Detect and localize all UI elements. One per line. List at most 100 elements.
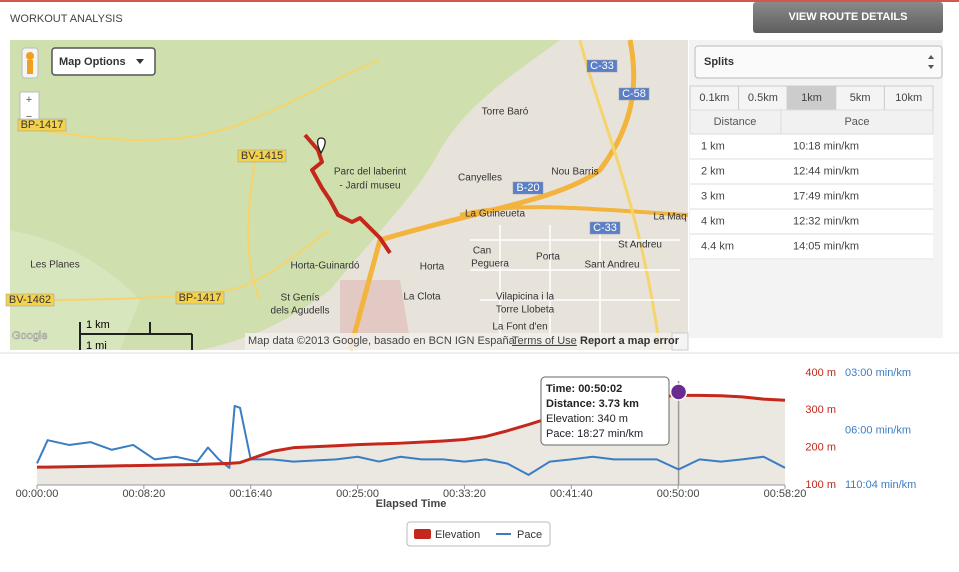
x-tick-label: 00:08:20 — [122, 488, 165, 500]
split-cell: 17:49 min/km — [793, 190, 859, 202]
y-tick-label: 400 m — [805, 367, 836, 379]
splits-table — [690, 110, 933, 260]
map-label: Sant Andreu — [584, 260, 639, 271]
road-label: BV-1415 — [241, 150, 283, 162]
dropdown-arrow — [136, 59, 144, 64]
map-label: La Maq — [653, 212, 686, 223]
map-label: Nou Barris — [551, 167, 598, 178]
x-tick-label: 00:50:00 — [657, 488, 700, 500]
map-label: - Jardí museu — [339, 181, 400, 192]
map-options[interactable] — [51, 47, 156, 76]
splits-header-label: Pace — [844, 116, 869, 128]
divider — [0, 352, 959, 354]
map-label: Can — [473, 246, 491, 257]
page-title: WORKOUT ANALYSIS — [10, 13, 123, 25]
road-shield — [589, 221, 621, 235]
split-tab-label[interactable]: 5km — [850, 92, 871, 104]
map-label: Les Planes — [30, 260, 79, 271]
splits-select-label[interactable]: Splits — [704, 56, 734, 68]
split-tab-label[interactable]: 10km — [895, 92, 922, 104]
map-options-label[interactable]: Map Options — [59, 56, 126, 68]
tooltip — [540, 376, 670, 446]
map-label: Horta — [420, 262, 445, 273]
split-tab[interactable] — [738, 85, 788, 111]
cursor-marker — [669, 383, 688, 401]
map-area — [340, 280, 410, 340]
split-cell: 4 km — [701, 215, 725, 227]
map-label: La Clota — [403, 292, 441, 303]
map-label: Torre Llobeta — [496, 305, 555, 316]
scale-bar — [79, 322, 193, 350]
map-label: La Font d'en — [492, 322, 547, 333]
road-shield — [618, 87, 650, 101]
map-road — [39, 59, 381, 141]
split-cell: 3 km — [701, 190, 725, 202]
route-button[interactable] — [753, 2, 943, 33]
split-cell: 1 km — [701, 140, 725, 152]
series-line — [36, 404, 786, 476]
split-tab-label[interactable]: 0.5km — [748, 92, 778, 104]
split-cell: 12:32 min/km — [793, 215, 859, 227]
split-tab-label[interactable]: 0.1km — [699, 92, 729, 104]
tooltip-line: Time: 00:50:02 — [546, 383, 622, 395]
attribution-bar — [245, 333, 688, 350]
road-shield — [586, 59, 618, 73]
road-shield — [237, 149, 287, 163]
road-shield — [512, 181, 544, 195]
x-tick-label: 00:58:20 — [764, 488, 807, 500]
elevation-chart: 00:00:00 00:08:20 00:16:40 00:25:00 00:33:20… — [16, 367, 917, 500]
x-tick-label: 00:25:00 — [336, 488, 379, 500]
splits-select[interactable] — [694, 45, 943, 79]
road-label: C-33 — [593, 222, 617, 234]
select-arrows — [928, 55, 934, 69]
zoom-out[interactable]: − — [26, 111, 32, 123]
map-label: Vilapicina i la — [496, 292, 555, 303]
split-cell: 4.4 km — [701, 240, 734, 252]
road-shield — [17, 118, 67, 132]
map-road — [247, 159, 261, 301]
y2-tick-label: 110:04 min/km — [845, 479, 916, 491]
splits-header — [689, 109, 934, 135]
y-tick-label: 100 m — [805, 479, 836, 491]
map-label: dels Agudells — [271, 306, 330, 317]
road-label: BP-1417 — [21, 119, 64, 131]
map-label: Peguera — [471, 259, 509, 270]
road-label: BV-1462 — [9, 294, 51, 306]
split-cell: 2 km — [701, 165, 725, 177]
x-tick-label: 00:41:40 — [550, 488, 593, 500]
map-label: Porta — [536, 252, 560, 263]
map-park — [10, 40, 560, 350]
road-label: B-20 — [516, 182, 539, 194]
x-tick-label: 00:00:00 — [16, 488, 59, 500]
pegman-icon — [26, 52, 34, 60]
route-button-label[interactable]: VIEW ROUTE DETAILS — [789, 11, 908, 23]
pegman-icon — [27, 60, 33, 74]
y-tick-label: 200 m — [805, 442, 836, 454]
x-tick-label: 00:16:40 — [229, 488, 272, 500]
map-label: La Guineueta — [465, 209, 525, 220]
terms-link[interactable]: Terms of Use — [512, 335, 577, 347]
legend-label: Pace — [517, 529, 542, 541]
start-marker — [316, 137, 326, 155]
split-cell: 12:44 min/km — [793, 165, 859, 177]
legend-label: Elevation — [435, 529, 480, 541]
split-cell: 10:18 min/km — [793, 140, 859, 152]
y2-tick-label: 03:00 min/km — [845, 367, 911, 379]
map-highway — [459, 205, 689, 217]
map-label: Horta-Guinardó — [291, 261, 360, 272]
tooltip-line: Elevation: 340 m — [546, 413, 628, 425]
scale-km: 1 km — [86, 319, 110, 331]
map[interactable]: Map Options + − — [10, 39, 689, 351]
split-tab-label[interactable]: 1km — [801, 92, 822, 104]
report-link[interactable]: Report a map error — [580, 335, 680, 347]
google-logo: Google — [12, 330, 47, 342]
map-corner[interactable] — [671, 332, 689, 351]
map-streets — [470, 225, 680, 345]
x-axis-title: Elapsed Time — [376, 498, 447, 510]
y2-tick-label: 06:00 min/km — [845, 424, 911, 436]
attribution: Map data ©2013 Google, basado en BCN IGN… — [248, 335, 516, 347]
tooltip-line: Pace: 18:27 min/km — [546, 428, 643, 440]
zoom-in[interactable]: + — [26, 94, 32, 106]
map-label: St Andreu — [618, 240, 662, 251]
